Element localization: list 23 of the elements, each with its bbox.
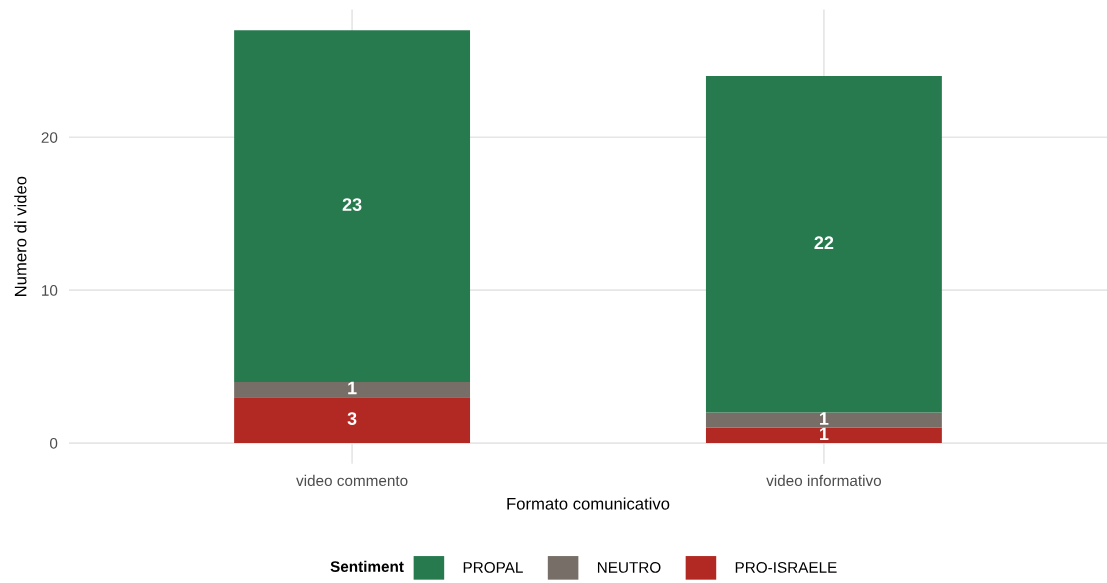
x-tick-label: video informativo xyxy=(766,474,882,487)
legend-title: Sentiment xyxy=(330,560,404,572)
data-label: 22 xyxy=(814,236,834,249)
y-tick-label: 0 xyxy=(49,437,58,449)
legend-label: NEUTRO xyxy=(597,562,661,573)
legend-label: PRO-ISRAELE xyxy=(735,562,837,573)
x-tick-label: video commento xyxy=(296,474,408,487)
x-axis-title: Formato comunicativo xyxy=(507,497,670,510)
data-label: 3 xyxy=(347,412,357,425)
bar xyxy=(705,427,942,444)
y-tick-label: 20 xyxy=(41,132,58,143)
data-label: 1 xyxy=(348,381,357,395)
y-axis-title: Numero di video xyxy=(14,176,27,296)
legend-label: PROPAL xyxy=(463,562,523,573)
bar xyxy=(234,30,471,382)
bar xyxy=(234,381,471,398)
bar xyxy=(234,397,471,444)
data-label: 1 xyxy=(820,412,829,425)
data-label: 1 xyxy=(820,427,829,441)
data-label: 23 xyxy=(342,198,362,211)
bar xyxy=(705,412,942,428)
bar xyxy=(705,76,942,413)
y-tick-label: 10 xyxy=(42,285,58,296)
